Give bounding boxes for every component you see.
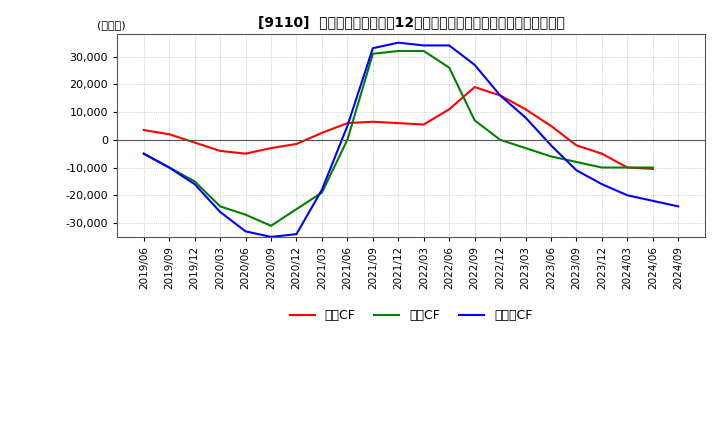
- 営業CF: [369, 119, 377, 125]
- 営業CF: [241, 151, 250, 156]
- 営業CF: [521, 106, 530, 112]
- 営業CF: [165, 132, 174, 137]
- 営業CF: [190, 140, 199, 145]
- 投資CF: [546, 154, 555, 159]
- 投資CF: [369, 51, 377, 56]
- 投資CF: [190, 179, 199, 184]
- フリーCF: [496, 93, 505, 98]
- Line: 投資CF: 投資CF: [144, 51, 653, 226]
- 営業CF: [623, 165, 631, 170]
- フリーCF: [343, 123, 351, 128]
- 営業CF: [343, 121, 351, 126]
- Title: [9110]  キャッシュフローの12か月移動合計の対前年同期増減額の推移: [9110] キャッシュフローの12か月移動合計の対前年同期増減額の推移: [258, 15, 564, 29]
- フリーCF: [572, 168, 581, 173]
- フリーCF: [165, 165, 174, 170]
- フリーCF: [546, 143, 555, 148]
- 営業CF: [598, 151, 606, 156]
- 投資CF: [266, 223, 275, 228]
- 投資CF: [292, 206, 301, 212]
- フリーCF: [394, 40, 402, 45]
- 投資CF: [318, 190, 326, 195]
- フリーCF: [216, 209, 225, 215]
- 投資CF: [394, 48, 402, 54]
- フリーCF: [623, 193, 631, 198]
- フリーCF: [241, 229, 250, 234]
- 営業CF: [496, 93, 505, 98]
- 投資CF: [343, 137, 351, 143]
- 営業CF: [216, 148, 225, 154]
- 投資CF: [496, 137, 505, 143]
- フリーCF: [674, 204, 683, 209]
- 投資CF: [420, 48, 428, 54]
- 投資CF: [521, 146, 530, 151]
- フリーCF: [470, 62, 479, 67]
- フリーCF: [598, 182, 606, 187]
- 投資CF: [445, 65, 454, 70]
- 投資CF: [598, 165, 606, 170]
- 投資CF: [572, 159, 581, 165]
- 営業CF: [292, 141, 301, 147]
- フリーCF: [420, 43, 428, 48]
- 投資CF: [623, 165, 631, 170]
- 営業CF: [394, 121, 402, 126]
- 投資CF: [470, 118, 479, 123]
- 投資CF: [649, 165, 657, 170]
- 投資CF: [140, 151, 148, 156]
- フリーCF: [318, 187, 326, 192]
- フリーCF: [521, 115, 530, 120]
- Legend: 営業CF, 投資CF, フリーCF: 営業CF, 投資CF, フリーCF: [284, 304, 537, 327]
- Y-axis label: (百万円): (百万円): [97, 20, 125, 30]
- フリーCF: [369, 46, 377, 51]
- 投資CF: [165, 165, 174, 170]
- 営業CF: [445, 106, 454, 112]
- フリーCF: [190, 182, 199, 187]
- 営業CF: [572, 143, 581, 148]
- 営業CF: [420, 122, 428, 127]
- 営業CF: [470, 84, 479, 90]
- 営業CF: [140, 128, 148, 133]
- フリーCF: [445, 43, 454, 48]
- フリーCF: [292, 231, 301, 237]
- 投資CF: [216, 204, 225, 209]
- 営業CF: [318, 130, 326, 136]
- 投資CF: [241, 212, 250, 217]
- フリーCF: [266, 234, 275, 239]
- フリーCF: [140, 151, 148, 156]
- Line: フリーCF: フリーCF: [144, 43, 678, 237]
- 営業CF: [266, 146, 275, 151]
- Line: 営業CF: 営業CF: [144, 87, 653, 169]
- 営業CF: [546, 123, 555, 128]
- フリーCF: [649, 198, 657, 203]
- 営業CF: [649, 166, 657, 172]
